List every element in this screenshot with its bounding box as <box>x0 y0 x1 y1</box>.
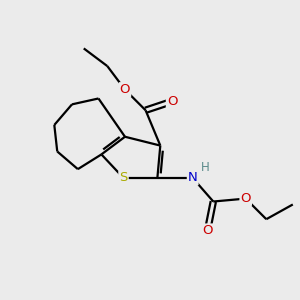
Text: O: O <box>240 192 251 205</box>
Text: O: O <box>202 224 213 238</box>
Text: N: N <box>188 172 198 184</box>
Text: H: H <box>201 161 209 174</box>
Text: S: S <box>119 172 128 184</box>
Text: O: O <box>120 83 130 96</box>
Text: O: O <box>167 95 177 108</box>
